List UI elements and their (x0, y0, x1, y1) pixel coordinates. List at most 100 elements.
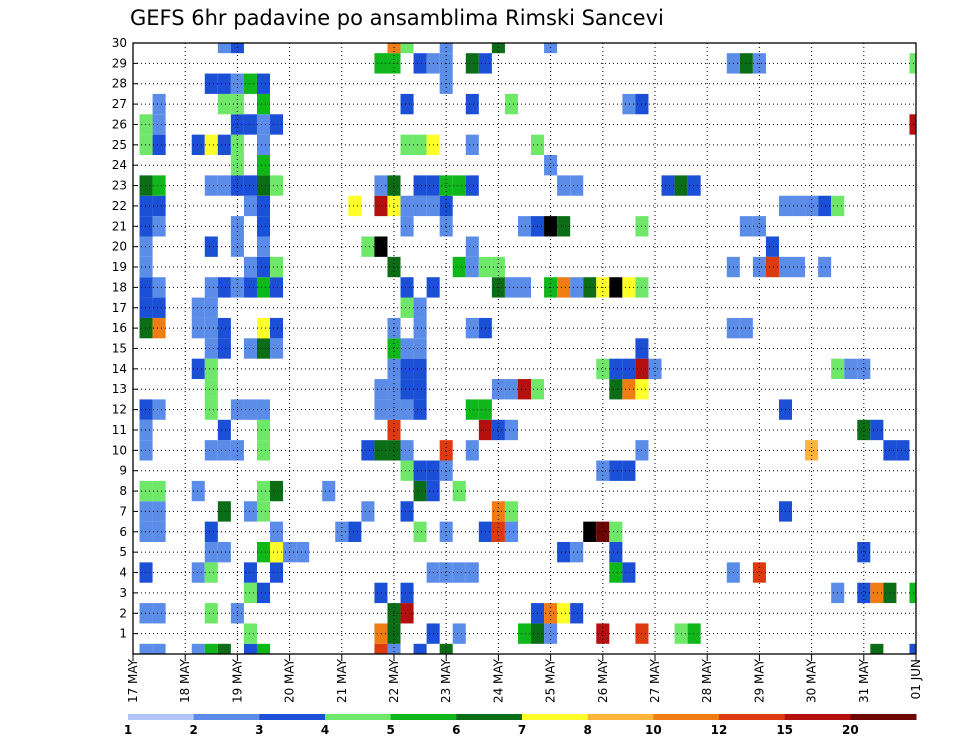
heatmap-cell (452, 256, 466, 278)
heatmap-cell (152, 216, 166, 237)
heatmap-cell (439, 216, 453, 237)
heatmap-cell (557, 541, 571, 563)
heatmap-cell (857, 541, 871, 563)
heatmap-cell (400, 277, 414, 298)
heatmap-cell (609, 521, 623, 542)
heatmap-cell (805, 195, 819, 217)
heatmap-cell (687, 623, 701, 644)
heatmap-cell (544, 623, 558, 644)
heatmap-cell (805, 440, 819, 461)
heatmap-cell (517, 379, 532, 400)
heatmap-cell (687, 175, 701, 196)
heatmap-cell (139, 175, 153, 196)
x-tick-label: 28 MAY (700, 658, 714, 703)
heatmap-cell (452, 175, 466, 196)
heatmap-cell (152, 277, 166, 298)
heatmap-cell (139, 195, 153, 217)
heatmap-cell (256, 155, 271, 176)
heatmap-cell (909, 643, 916, 654)
heatmap-cell (217, 43, 231, 54)
colorbar-swatch (522, 714, 589, 720)
heatmap-cell (256, 338, 271, 359)
heatmap-cell (139, 440, 153, 461)
colorbar-label: 12 (711, 723, 728, 737)
x-tick-label: 22 MAY (387, 658, 401, 703)
colorbar-label: 5 (386, 723, 394, 737)
heatmap-cell (204, 643, 218, 654)
heatmap-cell (204, 440, 218, 461)
heatmap-cell (256, 114, 271, 135)
colorbar-swatch (784, 714, 851, 720)
y-tick-label: 13 (112, 382, 127, 396)
colorbar-swatch (193, 714, 260, 720)
heatmap-cell (139, 277, 153, 298)
heatmap-cell (256, 93, 271, 115)
heatmap-cell (491, 419, 505, 441)
heatmap-cell (270, 317, 284, 339)
heatmap-cell (243, 582, 257, 604)
heatmap-cell (439, 43, 453, 54)
heatmap-cell (648, 358, 662, 380)
heatmap-cell (243, 643, 257, 654)
heatmap-cell (217, 317, 231, 339)
heatmap-cell (452, 623, 466, 644)
heatmap-cell (270, 480, 284, 502)
heatmap-cell (348, 521, 362, 542)
colorbar-label: 7 (518, 723, 526, 737)
y-axis-ticks: 1234567891011121314151617181920212223242… (112, 36, 138, 641)
heatmap-cells (139, 43, 916, 654)
heatmap-cell (217, 440, 231, 461)
heatmap-cell (256, 236, 271, 257)
heatmap-cell (361, 236, 375, 257)
heatmap-cell (413, 175, 427, 196)
heatmap-cell (504, 501, 518, 522)
heatmap-cell (465, 175, 479, 196)
colorbar-swatch (259, 714, 326, 720)
heatmap-cell (439, 440, 453, 461)
heatmap-cell (217, 643, 231, 654)
heatmap-cell (400, 358, 414, 380)
colorbar: 1 2 3 4 5 6 7 8 10 12 15 20 (124, 714, 917, 737)
x-tick-label: 31 MAY (857, 658, 871, 703)
heatmap-cell (270, 256, 284, 278)
heatmap-cell (243, 73, 257, 94)
y-tick-label: 4 (119, 566, 127, 580)
heatmap-cell (609, 541, 623, 563)
heatmap-cell (139, 419, 153, 441)
heatmap-cell (413, 53, 427, 74)
heatmap-cell (152, 134, 166, 156)
heatmap-cell (204, 236, 218, 257)
heatmap-cell (204, 175, 218, 196)
heatmap-cell (400, 134, 414, 156)
heatmap-cell (400, 297, 414, 318)
heatmap-cell (204, 317, 218, 339)
heatmap-cell (217, 541, 231, 563)
heatmap-cell (413, 399, 427, 420)
y-tick-label: 27 (112, 97, 127, 111)
heatmap-cell (256, 175, 271, 196)
heatmap-cell (739, 216, 753, 237)
x-tick-label: 26 MAY (596, 658, 610, 703)
y-tick-label: 20 (112, 240, 127, 254)
y-tick-label: 19 (112, 260, 127, 274)
heatmap-cell (204, 379, 218, 400)
heatmap-cell (622, 379, 636, 400)
heatmap-cell (243, 623, 257, 644)
heatmap-cell (139, 399, 153, 420)
heatmap-cell (217, 338, 231, 359)
heatmap-cell (387, 43, 401, 54)
y-tick-label: 11 (112, 423, 127, 437)
heatmap-cell (139, 216, 153, 237)
heatmap-cell (400, 216, 414, 237)
heatmap-cell (152, 114, 166, 135)
heatmap-cell (622, 93, 636, 115)
heatmap-cell (374, 195, 388, 217)
heatmap-cell (152, 93, 166, 115)
heatmap-cell (400, 603, 414, 624)
heatmap-cell (609, 379, 623, 400)
y-tick-label: 10 (112, 443, 127, 457)
y-tick-label: 18 (112, 280, 127, 294)
heatmap-cell (544, 216, 558, 237)
heatmap-cell (139, 521, 153, 542)
heatmap-cell (570, 541, 584, 563)
